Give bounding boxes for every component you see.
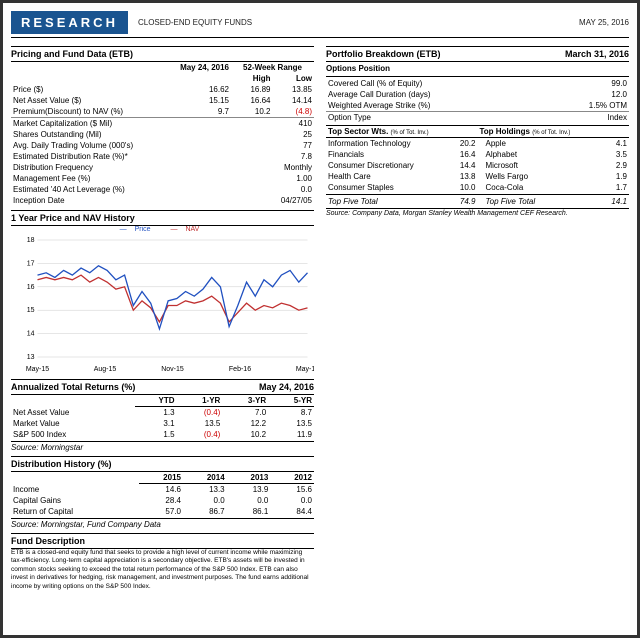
table-row: Management Fee (%)1.00 <box>11 173 314 184</box>
table-row: Consumer Staples10.0Coca-Cola1.7 <box>326 182 629 193</box>
table-row: Information Technology20.2Apple4.1 <box>326 138 629 149</box>
svg-text:Feb-16: Feb-16 <box>229 366 251 373</box>
svg-text:Nov-15: Nov-15 <box>161 366 184 373</box>
returns-title-text: Annualized Total Returns (%) <box>11 382 135 392</box>
table-row: Average Call Duration (days)12.0 <box>326 89 629 100</box>
page: RESEARCH CLOSED-END EQUITY FUNDS MAY 25,… <box>0 0 640 638</box>
table-row: Capital Gains28.40.00.00.0 <box>11 495 314 506</box>
svg-text:17: 17 <box>27 260 35 267</box>
header-subtitle: CLOSED-END EQUITY FUNDS <box>138 18 579 27</box>
dist-table: 2015201420132012 Income14.613.313.915.6C… <box>11 472 314 517</box>
pricing-single-table: Market Capitalization ($ Mil)410Shares O… <box>11 118 314 206</box>
columns: Pricing and Fund Data (ETB) May 24, 2016… <box>11 46 629 591</box>
desc-title-text: Fund Description <box>11 536 85 546</box>
table-row: Distribution FrequencyMonthly <box>11 162 314 173</box>
sector-total: Top Five Total 74.9 Top Five Total 14.1 <box>326 196 629 207</box>
table-row: Consumer Discretionary14.4Microsoft2.9 <box>326 160 629 171</box>
svg-text:14: 14 <box>27 331 35 338</box>
options-title: Options Position <box>326 62 629 75</box>
left-column: Pricing and Fund Data (ETB) May 24, 2016… <box>11 46 314 591</box>
table-row: Price ($)16.6216.8913.85 <box>11 84 314 95</box>
svg-text:Aug-15: Aug-15 <box>94 366 117 373</box>
table-row: Health Care13.8Wells Fargo1.9 <box>326 171 629 182</box>
sector-total-val: 74.9 <box>441 196 477 207</box>
table-row: Financials16.4Alphabet3.5 <box>326 149 629 160</box>
divider <box>11 518 314 519</box>
table-row: Covered Call (% of Equity)99.0 <box>326 78 629 89</box>
divider <box>11 441 314 442</box>
right-column: Portfolio Breakdown (ETB) March 31, 2016… <box>326 46 629 591</box>
dist-title-text: Distribution History (%) <box>11 459 112 469</box>
options-table: Covered Call (% of Equity)99.0Average Ca… <box>326 78 629 123</box>
desc-title: Fund Description <box>11 533 314 549</box>
svg-text:13: 13 <box>27 354 35 361</box>
portfolio-date: March 31, 2016 <box>565 49 629 59</box>
pricing-date-col: May 24, 2016 <box>161 62 231 73</box>
returns-date: May 24, 2016 <box>259 382 314 392</box>
divider <box>326 194 629 195</box>
table-row: Estimated Distribution Rate (%)*7.8 <box>11 151 314 162</box>
sector-total-label: Top Five Total <box>326 196 441 207</box>
sectors-title: Top Sector Wts. <box>328 127 388 136</box>
pricing-title: Pricing and Fund Data (ETB) <box>11 46 314 62</box>
legend-nav: — NAV <box>171 226 206 233</box>
header-date: MAY 25, 2016 <box>579 18 629 27</box>
table-row: Return of Capital57.086.786.184.4 <box>11 506 314 517</box>
svg-text:18: 18 <box>27 237 35 244</box>
portfolio-source: Source: Company Data, Morgan Stanley Wea… <box>326 210 629 217</box>
holdings-total-val: 14.1 <box>593 196 629 207</box>
dist-title: Distribution History (%) <box>11 456 314 472</box>
portfolio-title: Portfolio Breakdown (ETB) March 31, 2016 <box>326 46 629 62</box>
pricing-range-col: 52-Week Range <box>231 62 314 73</box>
table-row: Weighted Average Strike (%)1.5% OTM <box>326 100 629 112</box>
svg-text:May-15: May-15 <box>26 366 49 373</box>
desc-text: ETB is a closed-end equity fund that see… <box>11 549 314 591</box>
table-row: Market Value3.113.512.213.5 <box>11 418 314 429</box>
table-row: Shares Outstanding (Mil)25 <box>11 129 314 140</box>
chart-title: 1 Year Price and NAV History <box>11 210 314 226</box>
brand: RESEARCH <box>11 11 128 34</box>
svg-text:16: 16 <box>27 284 35 291</box>
divider <box>326 208 629 209</box>
chart-legend: — Price — NAV <box>11 226 314 233</box>
table-row: Premium(Discount) to NAV (%)9.710.2(4.8) <box>11 106 314 117</box>
table-row: Net Asset Value ($)15.1516.6414.14 <box>11 95 314 106</box>
table-row: Net Asset Value1.3(0.4)7.08.7 <box>11 407 314 419</box>
price-nav-chart: 13 14 15 16 17 18 May-15 Aug-15 Nov-15 Feb-16 May-… <box>11 235 314 375</box>
returns-table: YTD1-YR3-YR5-YR Net Asset Value1.3(0.4)7… <box>11 395 314 440</box>
table-row: Option TypeIndex <box>326 112 629 124</box>
holdings-total-label: Top Five Total <box>477 196 592 207</box>
table-row: Market Capitalization ($ Mil)410 <box>11 118 314 129</box>
holdings-title: Top Holdings <box>479 127 530 136</box>
pricing-title-text: Pricing and Fund Data (ETB) <box>11 49 133 59</box>
pricing-table: May 24, 2016 52-Week Range High Low Pric… <box>11 62 314 117</box>
dist-source: Source: Morningstar, Fund Company Data <box>11 520 314 529</box>
sector-header: Top Sector Wts. (% of Tot. Inv.) Top Hol… <box>326 125 629 138</box>
returns-title: Annualized Total Returns (%) May 24, 201… <box>11 379 314 395</box>
table-row: Avg. Daily Trading Volume (000's)77 <box>11 140 314 151</box>
pricing-low: Low <box>272 73 314 84</box>
table-row: Estimated '40 Act Leverage (%)0.0 <box>11 184 314 195</box>
chart-title-text: 1 Year Price and NAV History <box>11 213 135 223</box>
header: RESEARCH CLOSED-END EQUITY FUNDS MAY 25,… <box>11 11 629 38</box>
legend-price: — Price <box>120 226 157 233</box>
table-row: Inception Date04/27/05 <box>11 195 314 206</box>
svg-text:May-16: May-16 <box>296 366 314 373</box>
returns-source: Source: Morningstar <box>11 443 314 452</box>
sector-table: Information Technology20.2Apple4.1Financ… <box>326 138 629 193</box>
pricing-high: High <box>231 73 272 84</box>
portfolio-title-text: Portfolio Breakdown (ETB) <box>326 49 441 59</box>
table-row: Income14.613.313.915.6 <box>11 484 314 496</box>
table-row: S&P 500 Index1.5(0.4)10.211.9 <box>11 429 314 440</box>
svg-text:15: 15 <box>27 307 35 314</box>
divider <box>326 76 629 77</box>
